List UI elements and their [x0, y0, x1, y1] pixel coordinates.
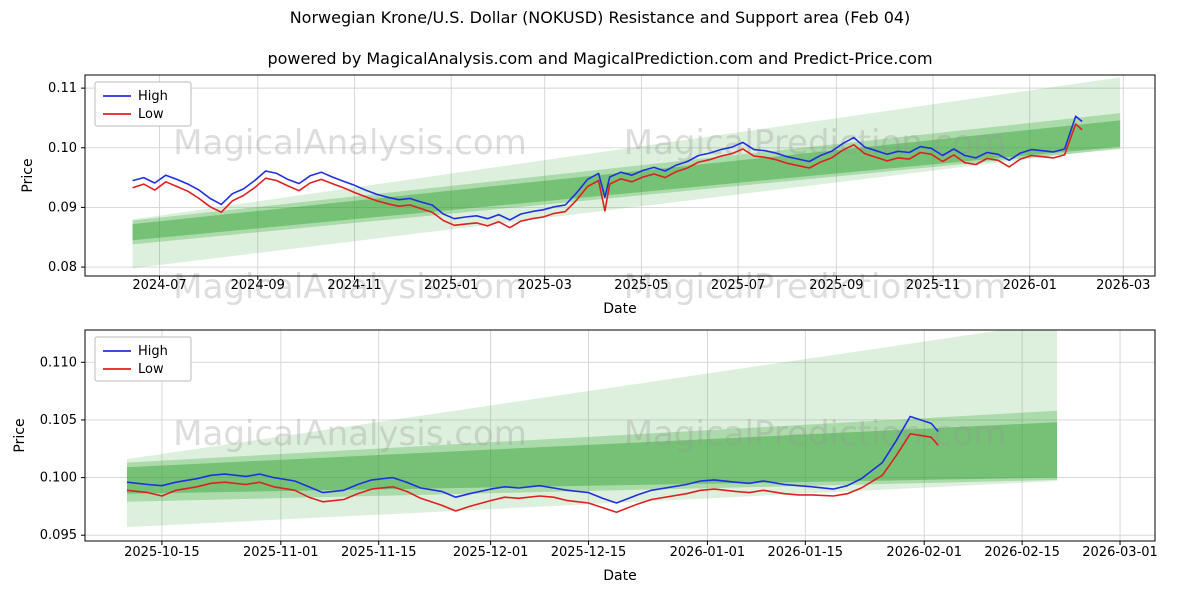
watermark-text: MagicalAnalysis.com — [173, 414, 527, 454]
x-tick-label: 2025-10-15 — [124, 545, 200, 560]
x-tick-label: 2025-11-01 — [243, 545, 319, 560]
plot-border — [84, 329, 1156, 542]
y-axis-label: Price — [20, 158, 36, 192]
support-resistance-bands — [126, 330, 1058, 528]
x-tick-label: 2026-02-15 — [984, 545, 1060, 560]
low-line — [132, 123, 1083, 229]
legend-low-label: Low — [138, 107, 164, 122]
legend-box — [94, 81, 192, 127]
watermark-text: MagicalPrediction.com — [624, 414, 1007, 454]
band-middle-area — [132, 113, 1121, 245]
legend: High Low — [94, 81, 192, 127]
x-tick-label: 2025-05 — [614, 278, 668, 293]
y-tick-label: 0.09 — [48, 200, 77, 215]
x-tick-label: 2025-11 — [906, 278, 960, 293]
x-tick-label: 2025-01 — [424, 278, 478, 293]
chart-subtitle: powered by MagicalAnalysis.com and Magic… — [267, 49, 933, 68]
x-tick-label: 2025-12-01 — [453, 545, 529, 560]
watermark-text: MagicalPrediction.com — [624, 267, 1007, 307]
gridlines — [85, 75, 1155, 276]
gridlines — [85, 330, 1155, 541]
watermark-text: MagicalAnalysis.com — [173, 267, 527, 307]
x-tick-label: 2024-07 — [132, 278, 186, 293]
legend-high-label: High — [138, 89, 168, 104]
legend-box — [94, 336, 192, 382]
x-tick-label: 2026-01-15 — [768, 545, 844, 560]
x-tick-label: 2025-09 — [809, 278, 863, 293]
y-axis: 0.08 0.09 0.10 0.11 — [48, 81, 85, 275]
legend: High Low — [94, 336, 192, 382]
x-tick-label: 2024-11 — [327, 278, 381, 293]
top-chart: MagicalAnalysis.com MagicalPrediction.com… — [20, 74, 1156, 317]
x-axis: 2025-10-15 2025-11-01 2025-11-15 2025-12-01… — [124, 541, 1158, 560]
y-tick-label: 0.10 — [48, 141, 77, 156]
x-tick-label: 2025-12-15 — [551, 545, 627, 560]
high-line — [132, 115, 1083, 221]
x-tick-label: 2026-02-01 — [886, 545, 962, 560]
watermark-text: MagicalAnalysis.com — [173, 123, 527, 163]
watermarks: MagicalAnalysis.com MagicalPrediction.com — [173, 414, 1006, 454]
support-resistance-bands — [132, 77, 1121, 269]
x-axis: 2024-07 2024-09 2024-11 2025-01 2025-03 2025-… — [132, 276, 1150, 293]
series-lines — [126, 415, 939, 513]
y-axis-label: Price — [12, 418, 28, 452]
x-tick-label: 2025-11-15 — [341, 545, 417, 560]
watermark-text: MagicalPrediction.com — [624, 123, 1007, 163]
x-tick-label: 2025-03 — [518, 278, 572, 293]
x-tick-label: 2024-09 — [231, 278, 285, 293]
x-tick-label: 2026-03-01 — [1082, 545, 1158, 560]
low-line — [126, 433, 939, 513]
y-axis: 0.095 0.100 0.105 0.110 — [40, 355, 85, 543]
watermarks: MagicalAnalysis.com MagicalPrediction.com… — [173, 123, 1006, 307]
x-axis-label: Date — [603, 568, 636, 584]
y-tick-label: 0.105 — [40, 413, 77, 428]
x-axis-label: Date — [603, 301, 636, 317]
x-tick-label: 2026-03 — [1096, 278, 1150, 293]
legend-high-label: High — [138, 344, 168, 359]
plot-border — [84, 74, 1156, 277]
high-line — [126, 415, 939, 504]
band-middle-area — [126, 410, 1058, 502]
series-lines — [132, 115, 1083, 229]
y-tick-label: 0.095 — [40, 528, 77, 543]
y-tick-label: 0.11 — [48, 81, 77, 96]
y-tick-label: 0.08 — [48, 260, 77, 275]
y-tick-label: 0.100 — [40, 471, 77, 486]
band-outer-area — [132, 77, 1121, 269]
band-outer-area — [126, 330, 1058, 528]
x-tick-label: 2026-01 — [1003, 278, 1057, 293]
y-tick-label: 0.110 — [40, 355, 77, 370]
chart-title: Norwegian Krone/U.S. Dollar (NOKUSD) Res… — [289, 8, 911, 27]
x-tick-label: 2025-07 — [711, 278, 765, 293]
legend-low-label: Low — [138, 362, 164, 377]
bottom-chart: MagicalAnalysis.com MagicalPrediction.com… — [12, 329, 1158, 584]
band-core-area — [126, 422, 1058, 494]
x-tick-label: 2026-01-01 — [670, 545, 746, 560]
